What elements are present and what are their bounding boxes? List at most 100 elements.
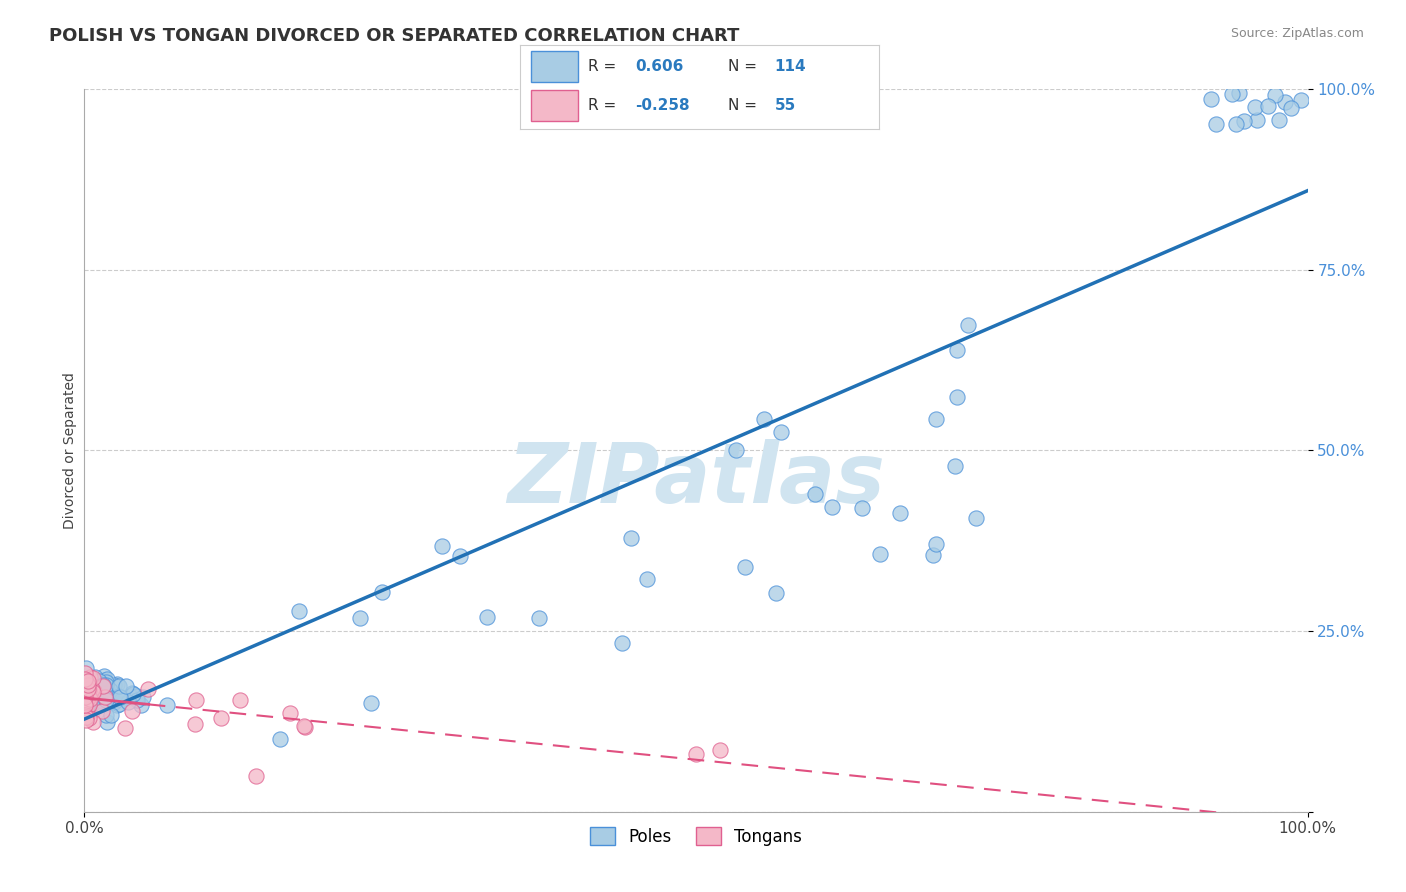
Point xyxy=(101,686,124,700)
Point xyxy=(75,686,97,700)
Point xyxy=(957,318,980,332)
Text: -0.258: -0.258 xyxy=(636,98,689,113)
Point xyxy=(80,692,103,706)
Point xyxy=(98,683,121,698)
Point xyxy=(1264,88,1286,103)
Point xyxy=(1289,93,1312,107)
Point xyxy=(73,679,96,693)
Point xyxy=(125,693,148,707)
Point xyxy=(108,690,131,704)
Point xyxy=(89,673,111,688)
Point xyxy=(91,678,114,692)
Point xyxy=(75,685,97,699)
Point xyxy=(1232,114,1254,128)
Point xyxy=(87,693,110,707)
Point xyxy=(77,683,100,698)
Point xyxy=(136,682,159,697)
Point xyxy=(889,506,911,520)
Point xyxy=(79,677,101,691)
Point xyxy=(77,687,100,701)
Point xyxy=(82,715,104,730)
Point xyxy=(103,678,125,692)
Point xyxy=(93,690,115,704)
Point xyxy=(77,682,100,697)
Point xyxy=(105,689,128,703)
Point xyxy=(371,585,394,599)
Point xyxy=(73,673,96,688)
Point xyxy=(685,747,707,761)
Point xyxy=(765,586,787,600)
Point xyxy=(73,701,96,715)
Point xyxy=(94,690,117,705)
Point xyxy=(76,693,98,707)
Point xyxy=(945,390,967,404)
Text: 55: 55 xyxy=(775,98,796,113)
Point xyxy=(349,611,371,625)
Point xyxy=(118,689,141,703)
Point xyxy=(769,425,792,439)
Point xyxy=(83,687,105,701)
Point xyxy=(75,692,97,706)
Point xyxy=(91,685,114,699)
Point xyxy=(76,675,98,690)
Point xyxy=(93,668,115,682)
Point xyxy=(449,549,471,563)
Point xyxy=(77,698,100,712)
Text: Source: ZipAtlas.com: Source: ZipAtlas.com xyxy=(1230,27,1364,40)
Point xyxy=(114,679,136,693)
Point xyxy=(851,501,873,516)
Point xyxy=(91,680,114,694)
Bar xyxy=(531,90,578,120)
Point xyxy=(245,769,267,783)
Point xyxy=(79,691,101,706)
Point xyxy=(94,708,117,723)
Point xyxy=(1279,101,1302,115)
Point xyxy=(96,715,118,730)
Point xyxy=(75,710,97,724)
Point xyxy=(84,683,107,698)
Point xyxy=(1227,87,1250,101)
Point xyxy=(73,701,96,715)
Point xyxy=(91,691,114,706)
Point xyxy=(90,681,112,696)
Legend: Poles, Tongans: Poles, Tongans xyxy=(581,819,811,854)
Point xyxy=(925,412,948,426)
Point xyxy=(108,689,131,703)
Point xyxy=(869,548,891,562)
Point xyxy=(1220,87,1243,101)
Point xyxy=(83,680,105,694)
Point xyxy=(117,695,139,709)
Bar xyxy=(531,52,578,82)
Point xyxy=(73,699,96,714)
Point xyxy=(184,717,207,731)
Point xyxy=(107,692,129,706)
Point xyxy=(79,670,101,684)
Point xyxy=(1205,117,1227,131)
Point xyxy=(83,684,105,698)
Point xyxy=(294,720,316,734)
Point xyxy=(430,539,453,553)
Point xyxy=(77,689,100,703)
Point xyxy=(1244,100,1267,114)
Point xyxy=(73,696,96,710)
Point xyxy=(75,660,97,674)
Point xyxy=(82,681,104,696)
Text: ZIPatlas: ZIPatlas xyxy=(508,439,884,520)
Point xyxy=(89,697,111,711)
Point xyxy=(921,548,943,562)
Point xyxy=(96,674,118,689)
Point xyxy=(77,688,100,702)
Point xyxy=(965,511,987,525)
Point xyxy=(75,695,97,709)
Point xyxy=(1246,113,1268,128)
Point xyxy=(94,697,117,711)
Point xyxy=(82,685,104,699)
Text: R =: R = xyxy=(588,59,621,74)
Point xyxy=(90,692,112,706)
Point xyxy=(86,694,108,708)
Point xyxy=(82,693,104,707)
Point xyxy=(91,679,114,693)
Point xyxy=(98,694,121,708)
Point xyxy=(82,696,104,710)
Point xyxy=(734,560,756,574)
